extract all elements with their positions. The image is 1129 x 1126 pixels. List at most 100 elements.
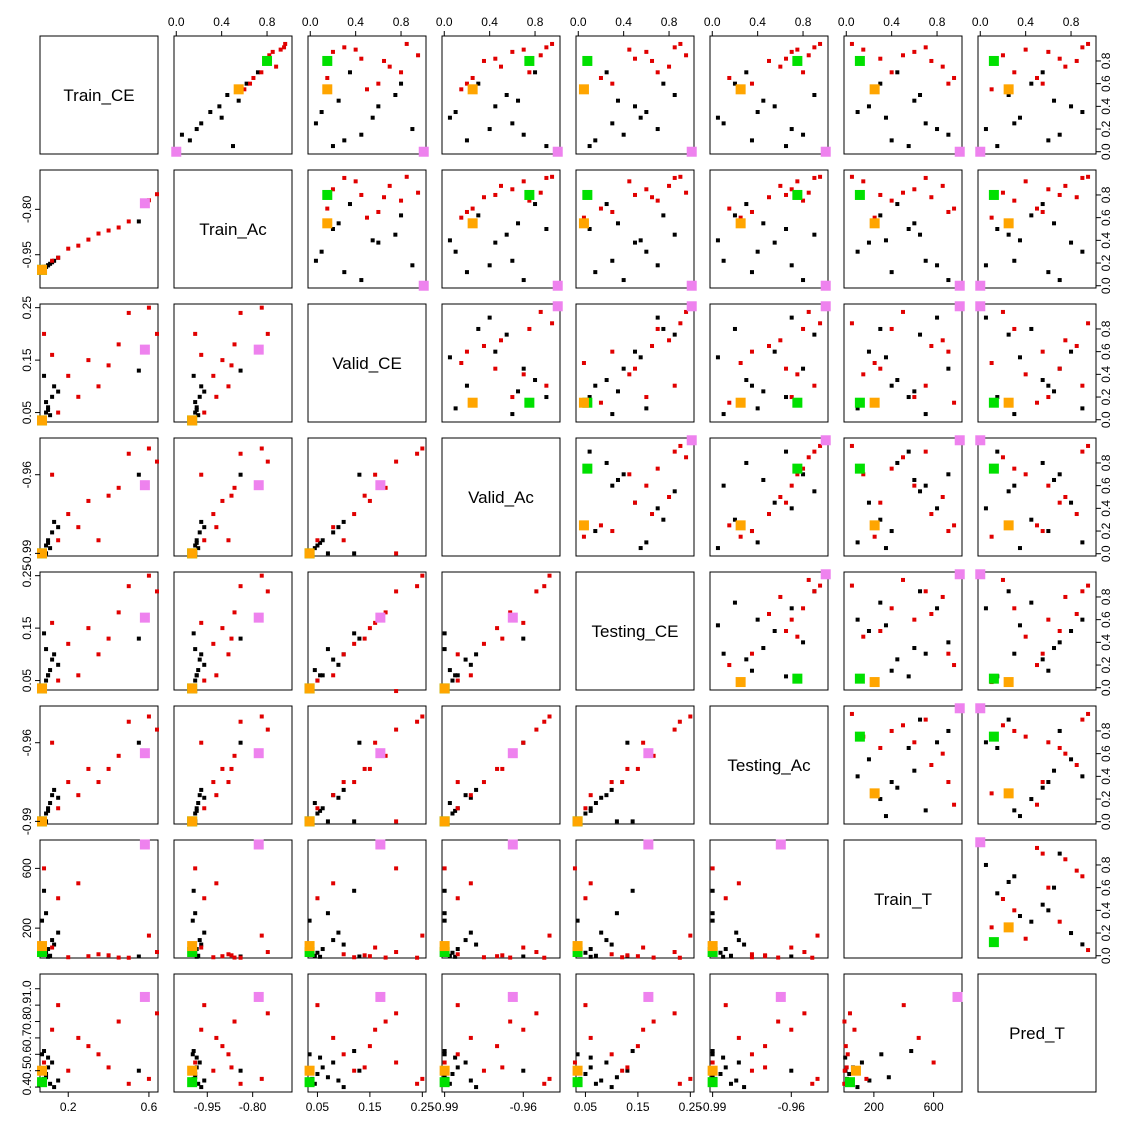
point [394, 819, 399, 824]
point [620, 1068, 625, 1073]
point [463, 793, 468, 798]
point [232, 955, 237, 960]
point [507, 839, 518, 850]
point [46, 407, 51, 412]
point [572, 866, 577, 871]
point [655, 263, 660, 268]
point [508, 955, 513, 960]
point [742, 1085, 747, 1090]
point [621, 278, 626, 283]
point [1086, 321, 1091, 326]
point [735, 677, 746, 688]
point [843, 1055, 848, 1060]
point [341, 652, 346, 657]
point [906, 674, 911, 679]
point [755, 540, 760, 545]
point [521, 954, 526, 959]
point [468, 1035, 473, 1040]
point [56, 662, 61, 667]
point [1040, 202, 1045, 207]
point [416, 190, 421, 195]
point [46, 954, 51, 959]
point [954, 435, 965, 446]
point [614, 1075, 619, 1080]
point [154, 331, 159, 336]
point [784, 449, 789, 454]
point [878, 366, 883, 371]
point [373, 472, 378, 477]
point [661, 81, 666, 86]
point [644, 110, 649, 115]
point [849, 321, 854, 326]
point [1074, 868, 1079, 873]
point [199, 384, 204, 389]
y-tick-label: 0.6 [1099, 745, 1113, 762]
point [983, 263, 988, 268]
point [455, 780, 460, 785]
point [889, 138, 894, 143]
point [801, 472, 806, 477]
point [52, 384, 57, 389]
point [599, 1078, 604, 1083]
point [684, 53, 689, 58]
point [495, 954, 500, 959]
point [633, 104, 637, 109]
point [1080, 449, 1085, 454]
point [146, 446, 151, 451]
point [199, 352, 204, 357]
point [538, 190, 543, 195]
point [918, 717, 923, 722]
point [46, 947, 51, 952]
point [474, 787, 479, 792]
point [44, 678, 49, 683]
point [749, 651, 754, 656]
point [106, 636, 111, 641]
point [738, 361, 743, 365]
point [721, 121, 726, 126]
point [855, 110, 860, 115]
point [86, 954, 91, 959]
point [399, 198, 404, 203]
point [572, 1060, 577, 1065]
point [593, 1081, 598, 1086]
point [644, 395, 649, 400]
point [609, 787, 614, 792]
point [463, 938, 468, 943]
point [855, 540, 860, 545]
point [678, 443, 683, 448]
y-tick-label: 0.2 [1099, 120, 1113, 137]
point [527, 198, 532, 203]
point [1040, 780, 1045, 785]
point [420, 1076, 425, 1081]
point [552, 146, 563, 157]
point [710, 866, 715, 871]
point [678, 321, 683, 326]
point [1040, 209, 1045, 214]
point [889, 606, 894, 611]
point [450, 1071, 455, 1076]
point [106, 1065, 111, 1070]
point [66, 1068, 71, 1073]
point [842, 1081, 847, 1086]
point [854, 397, 865, 408]
point [52, 519, 57, 524]
point [126, 584, 131, 589]
point [889, 70, 894, 75]
point [1000, 897, 1005, 901]
point [464, 81, 469, 86]
point [315, 896, 320, 901]
point [946, 366, 951, 371]
point [48, 953, 53, 958]
point [975, 703, 986, 714]
point [721, 954, 726, 959]
point [792, 55, 803, 66]
point [50, 258, 55, 263]
point [767, 58, 771, 63]
point [495, 766, 500, 771]
point [464, 270, 469, 275]
point [1074, 512, 1079, 517]
point [672, 332, 677, 337]
point [341, 1085, 346, 1090]
x-tick-label: -0.99 [699, 1100, 727, 1114]
point [265, 331, 270, 336]
